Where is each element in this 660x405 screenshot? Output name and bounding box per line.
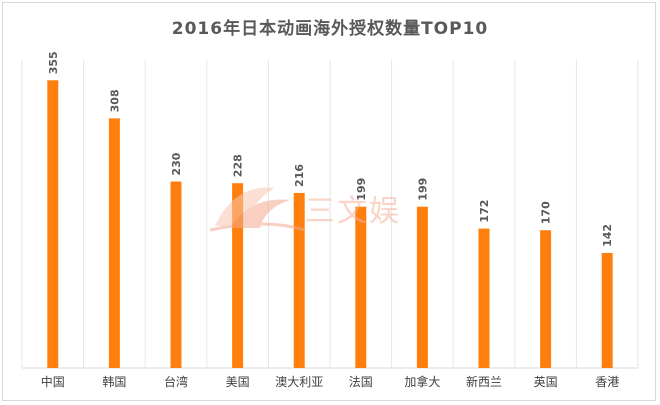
data-label-5: 199 [355, 178, 368, 201]
bar-3 [232, 183, 244, 368]
bar-4 [293, 192, 305, 368]
data-label-1: 308 [108, 89, 121, 112]
bar-2 [170, 181, 182, 368]
x-tick-label-0: 中国 [41, 374, 65, 389]
x-tick-label-7: 新西兰 [466, 374, 502, 389]
x-tick-label-9: 香港 [595, 375, 619, 389]
bar-1 [108, 118, 120, 368]
bar-9 [601, 252, 613, 368]
bar-7 [478, 228, 490, 368]
data-label-9: 142 [601, 224, 614, 247]
data-label-4: 216 [293, 164, 306, 187]
bar-8 [540, 230, 552, 368]
chart-title: 2016年日本动画海外授权数量TOP10 [171, 19, 489, 39]
data-label-3: 228 [232, 154, 245, 177]
data-label-2: 230 [170, 152, 183, 175]
data-label-6: 199 [416, 178, 429, 201]
x-tick-label-6: 加拿大 [404, 374, 440, 389]
bar-0 [47, 80, 59, 369]
x-tick-label-3: 美国 [226, 375, 250, 389]
x-tick-label-8: 英国 [534, 375, 558, 389]
bar-6 [416, 206, 428, 368]
x-tick-label-4: 澳大利亚 [275, 375, 323, 389]
bar-5 [355, 206, 367, 368]
data-label-7: 172 [478, 200, 491, 223]
x-tick-label-2: 台湾 [164, 374, 188, 389]
data-label-8: 170 [540, 201, 553, 224]
x-tick-label-5: 法国 [349, 375, 373, 389]
data-label-0: 355 [47, 51, 60, 74]
x-tick-label-1: 韩国 [102, 374, 126, 389]
